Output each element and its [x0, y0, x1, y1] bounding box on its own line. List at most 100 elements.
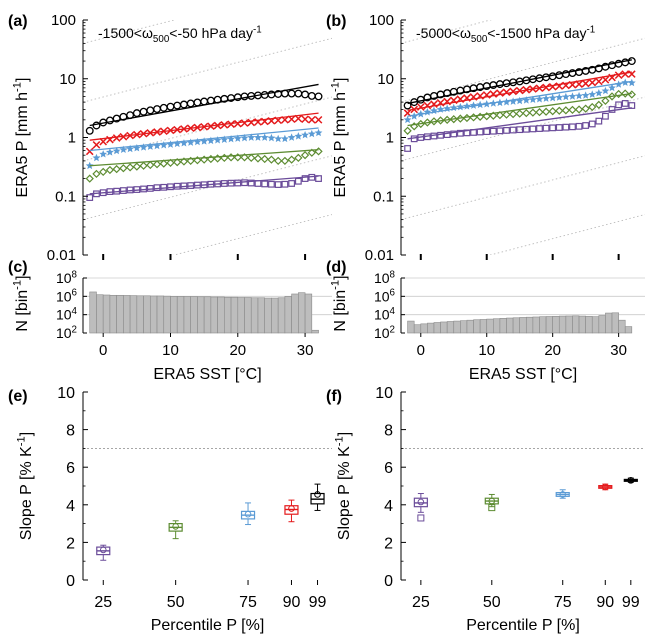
histogram-bar [545, 316, 553, 334]
x-axis-label: ERA5 SST [°C] [469, 366, 577, 383]
panel-b: 0.01 0.1 1 10 100 ERA5 P [mm h-1] -5000<ω500<-… [326, 12, 645, 264]
histogram-bar [460, 320, 468, 334]
y-tick-label: 0 [384, 573, 393, 590]
data-point [541, 107, 551, 116]
histogram-bar [591, 316, 600, 334]
data-point [99, 167, 108, 177]
fit-line [89, 127, 319, 152]
data-point [206, 136, 215, 145]
data-point [509, 126, 517, 134]
data-point [227, 134, 235, 143]
histogram-bar [558, 315, 567, 334]
data-point [535, 95, 544, 103]
histogram-bar [605, 312, 613, 334]
panel-a: 0.01 0.1 1 10 100 ERA5 P [mm h-1] -1500<ω500<-… [8, 12, 332, 264]
y-axis-label: Slope P [% K-1] [334, 432, 353, 540]
data-point [542, 94, 550, 102]
data-point [112, 146, 121, 155]
y-tick-label: 8 [66, 423, 75, 440]
data-point [200, 137, 209, 145]
y-tick-label: 10 [377, 71, 394, 88]
histogram-bar [156, 295, 165, 334]
histogram-bar [585, 316, 593, 334]
data-point [476, 128, 484, 136]
series-p90 [403, 70, 636, 117]
data-point [621, 89, 630, 98]
histogram-bar [284, 296, 292, 334]
mean-marker [601, 483, 609, 491]
data-point [522, 96, 531, 104]
histogram-bar [525, 316, 534, 334]
data-point [614, 89, 623, 99]
histogram-bar [466, 319, 474, 334]
histogram-bar [552, 316, 560, 334]
data-point [508, 109, 518, 119]
data-point [601, 96, 610, 106]
panel-label: (f) [326, 388, 342, 405]
panel-label: (a) [8, 13, 28, 30]
histogram-bar [446, 321, 455, 334]
x-tick-label: 0 [417, 342, 425, 359]
data-point [173, 158, 182, 167]
histogram-bar [407, 320, 415, 334]
data-point [294, 132, 303, 140]
y-tick-label: 106 [374, 288, 396, 305]
data-point [536, 125, 543, 132]
data-point [125, 163, 135, 172]
box-p50 [168, 520, 183, 540]
x-tick-label: 20 [229, 342, 246, 359]
fit-line [407, 71, 632, 111]
data-point [247, 133, 256, 141]
data-point [241, 179, 248, 187]
data-point [233, 153, 242, 162]
y-tick-label: 0.1 [55, 188, 76, 205]
mean-marker [488, 497, 496, 505]
data-point [575, 122, 583, 130]
histogram-bar [183, 296, 191, 334]
histogram-bar [264, 297, 272, 334]
data-point [287, 155, 296, 164]
histogram-bar [190, 296, 198, 334]
box-p75 [240, 502, 256, 526]
histogram-bar [304, 293, 313, 334]
x-axis-label: ERA5 SST [°C] [153, 366, 261, 383]
data-point [469, 113, 478, 122]
data-point [126, 144, 135, 153]
data-point [528, 108, 538, 117]
y-tick-label: 0.1 [373, 188, 394, 205]
series-p50 [85, 147, 323, 183]
data-point [549, 124, 557, 132]
mean-marker [99, 546, 107, 554]
data-point [403, 115, 412, 124]
data-point [436, 116, 445, 125]
y-axis-label: ERA5 P [mm h-1] [12, 78, 31, 198]
data-point [159, 141, 168, 149]
histogram-bar [257, 297, 266, 334]
series-p25 [86, 173, 322, 201]
data-point [456, 129, 464, 137]
data-point [173, 182, 181, 190]
fit-line [407, 80, 632, 117]
histogram-bar [420, 323, 428, 334]
data-point [627, 57, 636, 66]
x-tick-label: 30 [610, 342, 627, 359]
reference-line [172, 214, 332, 255]
data-point [562, 123, 570, 131]
histogram-bar [311, 329, 319, 334]
y-tick-label: 10 [57, 385, 75, 402]
data-point [159, 103, 168, 112]
y-axis-label: N [bin-1] [12, 275, 31, 331]
histogram-bar [512, 317, 521, 334]
histogram-bar [277, 297, 286, 334]
data-point [166, 140, 175, 148]
data-point [166, 102, 175, 111]
data-point [166, 158, 175, 168]
panel-label: (b) [326, 13, 346, 30]
data-point [227, 120, 235, 129]
histogram-bar [493, 318, 501, 334]
data-point [226, 153, 236, 162]
y-tick-label: 0.01 [47, 247, 76, 264]
data-point [582, 122, 590, 129]
y-axis-label: Slope P [% K-1] [16, 432, 35, 540]
